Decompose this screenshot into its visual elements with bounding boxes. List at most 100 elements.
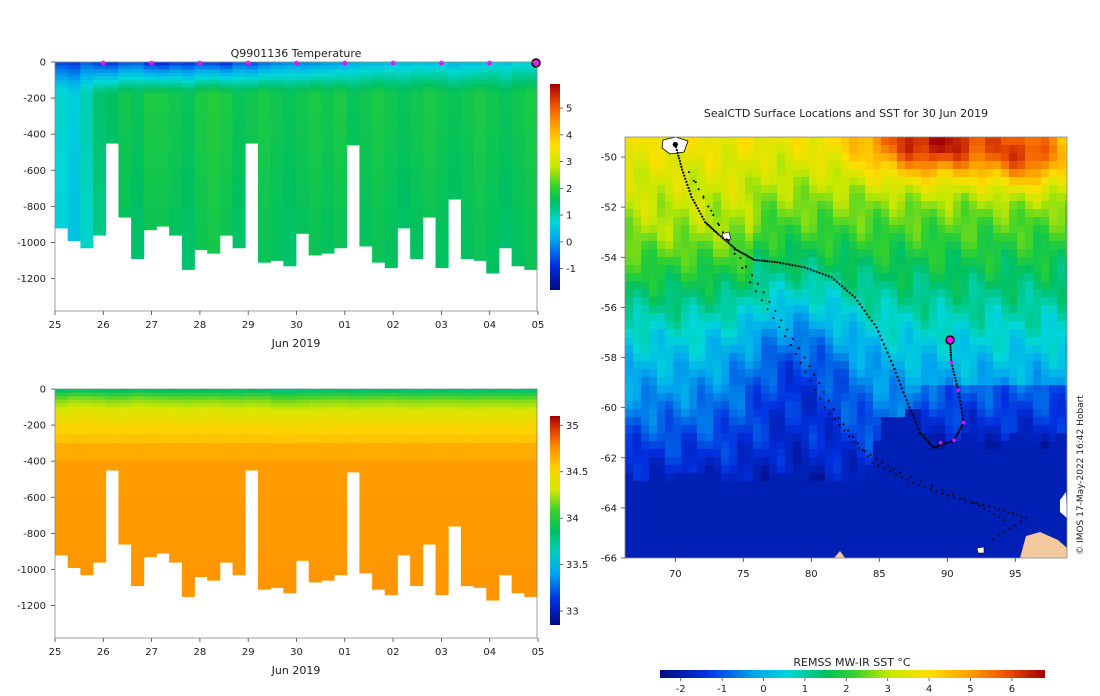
sst-cell [665, 393, 674, 402]
profile-cell [384, 206, 398, 225]
sst-cell [697, 265, 706, 274]
track-point [931, 445, 934, 448]
sst-cell [969, 545, 978, 554]
sst-cell [913, 441, 922, 450]
profile-cell [524, 389, 538, 394]
track-point [832, 408, 835, 411]
profile-cell [194, 83, 208, 88]
sst-cell [913, 137, 922, 146]
profile-cell [207, 134, 221, 153]
sst-cell [777, 425, 786, 434]
sst-cell [633, 249, 642, 258]
sst-cell [625, 417, 634, 426]
sst-cell [1049, 353, 1058, 362]
sst-cell [1041, 241, 1050, 250]
profile-cell [245, 414, 259, 421]
profile-cell [67, 116, 81, 135]
sst-cell [1017, 137, 1026, 146]
sst-cell [985, 393, 994, 402]
sst-cell [1017, 409, 1026, 418]
sst-cell [897, 521, 906, 530]
profile-cell [283, 92, 297, 99]
sst-cell [681, 433, 690, 442]
sst-cell [929, 545, 938, 554]
sst-cell [1009, 457, 1018, 466]
sst-cell [753, 193, 762, 202]
sst-cell [953, 377, 962, 386]
sst-cell [1049, 393, 1058, 402]
profile-cell [80, 98, 94, 108]
sst-cell [985, 185, 994, 194]
sst-cell [897, 249, 906, 258]
profile-cell [181, 80, 195, 85]
sst-cell [937, 249, 946, 258]
sst-cell [793, 497, 802, 506]
sst-cell [1001, 401, 1010, 410]
profile-cell [397, 443, 411, 462]
sst-cell [961, 337, 970, 346]
sst-cell [1017, 201, 1026, 210]
profile-cell [143, 170, 157, 189]
sst-cell [921, 313, 930, 322]
sst-cell [713, 257, 722, 266]
sst-cell [833, 273, 842, 282]
sst-cell [689, 473, 698, 482]
sst-cell [689, 273, 698, 282]
sst-cell [665, 177, 674, 186]
sst-cell [929, 529, 938, 538]
profile-cell [422, 461, 436, 480]
profile-cell [397, 497, 411, 516]
sst-cell [793, 145, 802, 154]
sst-cell [705, 337, 714, 346]
sst-cell [993, 457, 1002, 466]
sst-cell [809, 529, 818, 538]
profile-cell [207, 569, 221, 581]
sst-cell [833, 257, 842, 266]
sst-cell [1049, 465, 1058, 474]
sst-cell [897, 313, 906, 322]
sst-cell [729, 441, 738, 450]
sst-cell [969, 481, 978, 490]
sst-cell [969, 281, 978, 290]
sst-cell [1009, 321, 1018, 330]
sst-cell [745, 481, 754, 490]
profile-cell [308, 389, 322, 394]
sst-cell [817, 297, 826, 306]
sst-cell [881, 249, 890, 258]
sst-cell [1009, 177, 1018, 186]
profile-cell [80, 425, 94, 435]
profile-cell [524, 170, 538, 189]
sst-cell [665, 337, 674, 346]
profile-cell [118, 170, 132, 189]
sst-cell [633, 313, 642, 322]
sst-cell [825, 289, 834, 298]
sst-cell [777, 417, 786, 426]
sst-cell [673, 473, 682, 482]
sst-cell [625, 353, 634, 362]
sst-cell [889, 249, 898, 258]
sst-cell [969, 385, 978, 394]
sst-cell [1001, 537, 1010, 546]
sst-cell [665, 497, 674, 506]
sst-cell [1001, 345, 1010, 354]
sst-cell [793, 257, 802, 266]
track-point [696, 207, 699, 210]
profile-cell [511, 65, 525, 70]
profile-cell [245, 461, 259, 471]
sst-cell [1017, 321, 1026, 330]
sst-cell [881, 449, 890, 458]
profile-cell [384, 479, 398, 498]
sst-cell [713, 289, 722, 298]
profile-cell [257, 242, 272, 261]
sst-cell [897, 425, 906, 434]
sst-cell [961, 457, 970, 466]
y-tick-label: -800 [23, 202, 46, 213]
track-point [687, 171, 690, 174]
profile-cell [257, 98, 272, 108]
profile-cell [410, 403, 424, 408]
sst-cell [681, 377, 690, 386]
sst-cell [1001, 313, 1010, 322]
sst-cell [1017, 145, 1026, 154]
sst-cell [1025, 425, 1034, 434]
sst-cell [689, 249, 698, 258]
